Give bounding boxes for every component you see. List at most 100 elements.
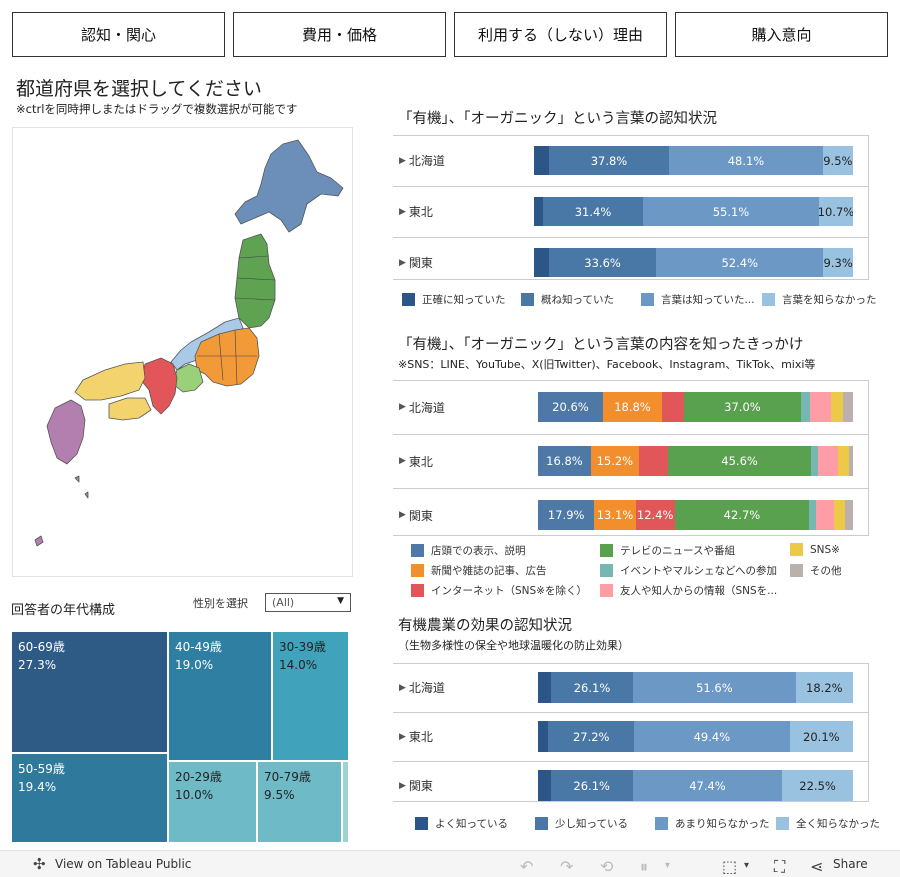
treemap-cell[interactable]: 60-69歳 27.3%	[11, 631, 168, 753]
bar-segment[interactable]	[809, 500, 816, 530]
legend-item[interactable]: 言葉を知らなかった	[762, 292, 877, 307]
undo-icon[interactable]: ↶	[520, 857, 534, 876]
redo-icon[interactable]: ↷	[560, 857, 574, 876]
pause-icon[interactable]: ⏸	[640, 857, 649, 876]
expand-triangle-icon[interactable]: ▶	[399, 682, 406, 693]
bar-segment[interactable]: 37.8%	[548, 146, 670, 175]
bar-segment[interactable]: 26.1%	[550, 770, 633, 801]
legend-item[interactable]: 概ね知っていた	[521, 292, 614, 307]
bar-segment[interactable]	[534, 248, 549, 277]
bar-segment[interactable]	[849, 446, 853, 476]
japan-map-svg[interactable]	[13, 128, 352, 576]
bar-segment[interactable]: 27.2%	[548, 721, 635, 752]
bar-segment[interactable]: 9.5%	[822, 146, 853, 175]
legend-item[interactable]: 店頭での表示、説明	[411, 543, 526, 558]
bar-segment[interactable]: 17.9%	[538, 500, 595, 530]
bar-segment[interactable]: 48.1%	[669, 146, 823, 175]
legend-item[interactable]: 言葉は知っていた...	[641, 292, 755, 307]
bar-segment[interactable]: 10.7%	[818, 197, 853, 226]
row-label[interactable]: ▶ 関東	[399, 237, 433, 288]
bar-segment[interactable]: 22.5%	[782, 770, 853, 801]
bar-segment[interactable]	[800, 392, 811, 422]
tab-awareness[interactable]: 認知・関心	[12, 12, 225, 57]
bar-segment[interactable]: 16.8%	[538, 446, 591, 476]
legend-item[interactable]: 全く知らなかった	[776, 816, 880, 831]
bar-segment[interactable]	[815, 500, 835, 530]
tab-purchase[interactable]: 購入意向	[675, 12, 888, 57]
legend-item[interactable]: 友人や知人からの情報（SNSを...	[600, 583, 777, 598]
bar-segment[interactable]: 55.1%	[643, 197, 819, 226]
expand-triangle-icon[interactable]: ▶	[399, 780, 406, 791]
row-label[interactable]: ▶ 東北	[399, 434, 433, 488]
treemap-cell[interactable]: 50-59歳 19.4%	[11, 753, 168, 843]
row-label[interactable]: ▶ 北海道	[399, 663, 445, 712]
revert-icon[interactable]: ⟲	[600, 857, 614, 876]
download-chevron-icon[interactable]: ▾	[744, 860, 750, 871]
japan-map[interactable]	[12, 127, 353, 577]
bar-segment[interactable]: 20.1%	[789, 721, 853, 752]
expand-triangle-icon[interactable]: ▶	[399, 510, 406, 520]
expand-triangle-icon[interactable]: ▶	[399, 206, 406, 217]
bar-segment[interactable]	[638, 446, 668, 476]
pause-menu-chevron-icon[interactable]: ▾	[665, 860, 671, 871]
bar-segment[interactable]: 26.1%	[550, 672, 634, 703]
bar-segment[interactable]: 15.2%	[590, 446, 639, 476]
bar-segment[interactable]	[534, 146, 549, 175]
bar-segment[interactable]: 52.4%	[656, 248, 824, 277]
bar-segment[interactable]: 13.1%	[594, 500, 636, 530]
view-on-tableau-link[interactable]: View on Tableau Public	[55, 857, 192, 871]
tab-cost[interactable]: 費用・価格	[233, 12, 446, 57]
bar-segment[interactable]	[834, 500, 846, 530]
bar-segment[interactable]: 12.4%	[635, 500, 675, 530]
expand-triangle-icon[interactable]: ▶	[399, 456, 406, 466]
bar-segment[interactable]	[845, 500, 853, 530]
treemap-cell[interactable]: 40-49歳 19.0%	[168, 631, 272, 761]
bar-segment[interactable]: 37.0%	[684, 392, 801, 422]
bar-segment[interactable]: 31.4%	[542, 197, 644, 226]
bar-segment[interactable]: 45.6%	[667, 446, 812, 476]
bar-segment[interactable]	[811, 446, 818, 476]
legend-item[interactable]: テレビのニュースや番組	[600, 543, 735, 558]
gender-filter-select[interactable]: (All) ▼	[265, 593, 351, 612]
row-label[interactable]: ▶ 北海道	[399, 380, 445, 434]
legend-item[interactable]: インターネット（SNS※を除く）	[411, 583, 587, 598]
legend-item[interactable]: 新聞や雑誌の記事、広告	[411, 563, 547, 578]
treemap-cell[interactable]	[342, 761, 349, 843]
row-label[interactable]: ▶ 東北	[399, 186, 433, 237]
bar-segment[interactable]	[810, 392, 831, 422]
bar-segment[interactable]	[538, 672, 551, 703]
legend-item[interactable]: 正確に知っていた	[402, 292, 505, 307]
bar-segment[interactable]: 49.4%	[634, 721, 790, 752]
expand-triangle-icon[interactable]: ▶	[399, 257, 406, 268]
treemap-cell[interactable]: 70-79歳 9.5%	[257, 761, 342, 843]
bar-segment[interactable]	[817, 446, 839, 476]
row-label[interactable]: ▶ 関東	[399, 761, 433, 810]
expand-triangle-icon[interactable]: ▶	[399, 402, 406, 412]
bar-segment[interactable]	[538, 770, 551, 801]
bar-segment[interactable]	[538, 721, 549, 752]
legend-item[interactable]: よく知っている	[415, 816, 508, 831]
bar-segment[interactable]	[838, 446, 850, 476]
legend-item[interactable]: その他	[790, 563, 842, 578]
row-label[interactable]: ▶ 北海道	[399, 135, 445, 186]
treemap-cell[interactable]: 30-39歳 14.0%	[272, 631, 349, 761]
legend-item[interactable]: SNS※	[790, 543, 840, 556]
share-button[interactable]: Share	[833, 857, 868, 871]
bar-segment[interactable]: 33.6%	[548, 248, 657, 277]
bar-segment[interactable]: 51.6%	[633, 672, 796, 703]
legend-item[interactable]: イベントやマルシェなどへの参加	[600, 563, 777, 578]
bar-segment[interactable]: 18.2%	[795, 672, 853, 703]
legend-item[interactable]: 少し知っている	[535, 816, 628, 831]
row-label[interactable]: ▶ 関東	[399, 488, 433, 542]
treemap-cell[interactable]: 20-29歳 10.0%	[168, 761, 257, 843]
legend-item[interactable]: あまり知らなかった	[655, 816, 770, 831]
bar-segment[interactable]: 42.7%	[674, 500, 810, 530]
bar-segment[interactable]	[662, 392, 685, 422]
download-icon[interactable]: ⬚	[722, 857, 738, 876]
bar-segment[interactable]: 20.6%	[538, 392, 603, 422]
expand-triangle-icon[interactable]: ▶	[399, 155, 406, 166]
share-icon[interactable]: ⋖	[810, 857, 824, 876]
bar-segment[interactable]: 47.4%	[632, 770, 783, 801]
bar-segment[interactable]: 9.3%	[823, 248, 853, 277]
tab-reasons[interactable]: 利用する（しない）理由	[454, 12, 667, 57]
